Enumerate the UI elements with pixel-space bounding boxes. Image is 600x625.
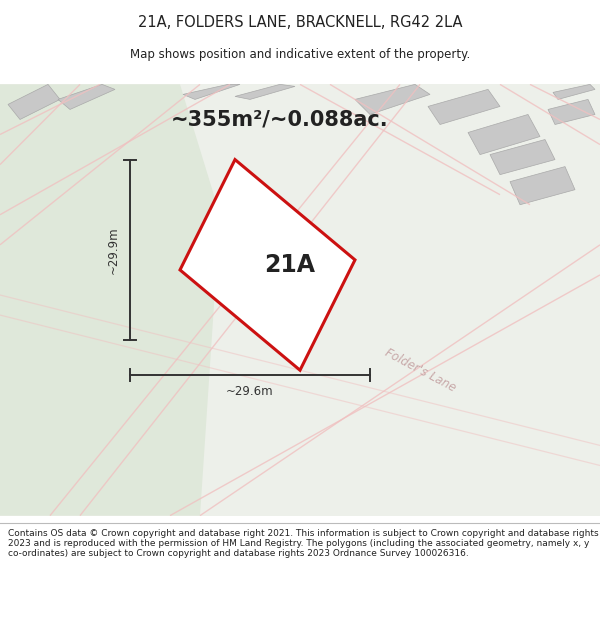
Polygon shape bbox=[548, 99, 595, 124]
Text: Map shows position and indicative extent of the property.: Map shows position and indicative extent… bbox=[130, 48, 470, 61]
Text: ~29.6m: ~29.6m bbox=[226, 385, 274, 398]
Polygon shape bbox=[468, 114, 540, 154]
Text: 21A, FOLDERS LANE, BRACKNELL, RG42 2LA: 21A, FOLDERS LANE, BRACKNELL, RG42 2LA bbox=[138, 14, 462, 29]
Polygon shape bbox=[0, 84, 220, 516]
Text: 21A: 21A bbox=[265, 253, 316, 277]
Polygon shape bbox=[553, 84, 595, 99]
Text: Contains OS data © Crown copyright and database right 2021. This information is : Contains OS data © Crown copyright and d… bbox=[8, 529, 599, 559]
Text: ~355m²/~0.088ac.: ~355m²/~0.088ac. bbox=[171, 109, 389, 129]
Polygon shape bbox=[58, 84, 115, 109]
Polygon shape bbox=[355, 84, 430, 114]
Polygon shape bbox=[490, 139, 555, 174]
Polygon shape bbox=[235, 84, 295, 99]
Polygon shape bbox=[8, 84, 60, 119]
Polygon shape bbox=[428, 89, 500, 124]
Polygon shape bbox=[180, 159, 355, 370]
Polygon shape bbox=[183, 84, 240, 99]
Text: ~29.9m: ~29.9m bbox=[107, 226, 120, 274]
Text: Folder's Lane: Folder's Lane bbox=[382, 346, 458, 394]
Polygon shape bbox=[510, 167, 575, 205]
